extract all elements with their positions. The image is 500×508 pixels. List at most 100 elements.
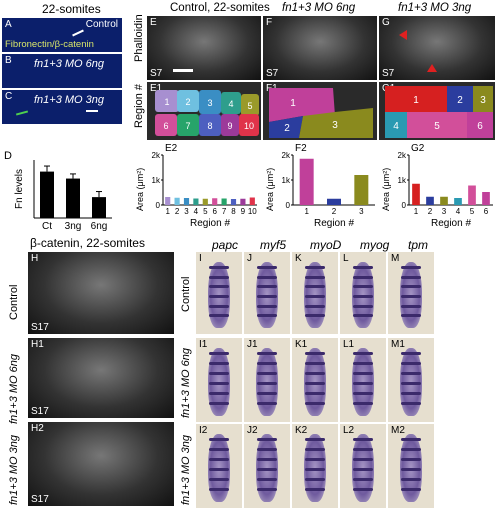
panel-e1-image: E1 1 2 3 4 5 6 7 8 9 10 (147, 82, 261, 140)
green-arrow-icon (15, 110, 29, 116)
x-tick-label: 1 (414, 207, 419, 216)
somite-stripe (353, 438, 373, 441)
somite-stripe (257, 314, 277, 318)
ish-panel: M1 (388, 338, 434, 422)
x-tick-label: Ct (42, 221, 52, 232)
chart-f2: F2 0 1k 2k Area (μm²) 1 2 3 Region # (265, 143, 375, 229)
somite-stripe (257, 448, 277, 451)
somite-stripe (353, 295, 373, 298)
bar (354, 175, 369, 205)
somite-stripe (209, 314, 229, 318)
somite-stripe (209, 392, 229, 395)
y-axis-label: Area (μm²) (135, 168, 145, 211)
x-tick-label: 2 (175, 207, 180, 216)
bar (327, 198, 341, 205)
panel-letter: L (343, 253, 349, 264)
somite-stripe (305, 285, 325, 289)
region (467, 112, 493, 138)
somite-stripe (353, 458, 373, 461)
somite-stripe (305, 448, 325, 451)
somite-stripe (401, 438, 421, 441)
bar (174, 197, 180, 205)
somite-stripe (257, 285, 277, 289)
region-number: 3 (332, 120, 338, 131)
panel-letter: I1 (199, 339, 208, 350)
header-g: fn1+3 MO 3ng (398, 2, 472, 14)
ish-panel: J2 (244, 424, 290, 508)
y-tick-label: 0 (286, 201, 291, 210)
somite-stripe (353, 314, 373, 318)
region-number: 1 (290, 98, 296, 109)
x-tick-label: 3 (442, 207, 447, 216)
somite-stripe (305, 458, 325, 461)
somite-stripe (257, 488, 277, 491)
ish-panel: M2 (388, 424, 434, 508)
somite-stripe (401, 478, 421, 481)
ish-side-label-2: fn1+3 MO 3ng (180, 434, 192, 505)
somite-stripe (353, 488, 373, 491)
ish-panel: K2 (292, 424, 338, 508)
somite-stripe (305, 314, 325, 318)
chart-d: Fn levels Ct 3ng 6ng (14, 160, 112, 232)
somite-label: S7 (150, 68, 163, 79)
phalloidin-label: Phalloidin (133, 14, 145, 62)
panel-condition: Control (85, 19, 118, 30)
somite-stripe (401, 266, 421, 269)
somite-stripe (209, 352, 229, 355)
panel-letter: F2 (295, 143, 307, 154)
scale-bar (173, 69, 193, 72)
ish-panel: I2 (196, 424, 242, 508)
somite-stripe (209, 438, 229, 441)
region-number: 3 (207, 98, 212, 108)
ish-panel: L1 (340, 338, 386, 422)
somite-stripe (401, 362, 421, 365)
somite-stripe (305, 372, 325, 375)
somite-stripe (257, 402, 277, 405)
panel-legend: Fibronectin/β-catenin (5, 39, 94, 50)
somite-stripe (305, 478, 325, 481)
bar (66, 178, 80, 218)
ish-panel: J (244, 252, 290, 334)
side-label-h1: fn1+3 MO 6ng (8, 353, 20, 424)
panel-letter: M2 (391, 425, 405, 436)
x-axis-label: Region # (314, 218, 354, 229)
somite-stripe (305, 382, 325, 385)
region (199, 90, 221, 114)
panel-letter: A (5, 19, 12, 30)
x-tick-label: 6 (484, 207, 489, 216)
panel-a-image: A Control Fibronectin/β-catenin (2, 18, 122, 52)
region (239, 114, 259, 136)
bar (412, 183, 420, 205)
side-label-h: Control (8, 284, 20, 320)
x-axis-label: Region # (431, 218, 471, 229)
panel-c-image: C fn1+3 MO 3ng (2, 90, 122, 124)
panel-h1-image: H1 S17 (28, 338, 174, 418)
somite-stripe (401, 458, 421, 461)
somite-stripe (401, 285, 421, 289)
region (199, 114, 221, 136)
panel-condition: fn1+3 MO 6ng (34, 58, 105, 70)
somite-stripe (353, 304, 373, 308)
bar (249, 197, 255, 205)
region-number: 6 (477, 121, 483, 132)
somite-stripe (353, 266, 373, 269)
gene-papc: papc (212, 238, 239, 252)
somite-stripe (257, 266, 277, 269)
somite-stripe (401, 488, 421, 491)
somite-stripe (401, 314, 421, 318)
gene-myog: myog (360, 238, 390, 252)
arrow-icon (72, 29, 84, 37)
somite-stripe (257, 362, 277, 365)
panel-letter: K1 (295, 339, 308, 350)
y-axis-label: Area (μm²) (265, 168, 275, 211)
y-tick-label: 0 (402, 201, 407, 210)
somite-stripe (209, 478, 229, 481)
bar (240, 198, 246, 205)
somite-stripe (305, 352, 325, 355)
panel-letter: J2 (247, 425, 258, 436)
region-number: 2 (284, 123, 290, 134)
region-number: 10 (244, 121, 254, 131)
region (221, 114, 239, 136)
panel-letter: J1 (247, 339, 258, 350)
